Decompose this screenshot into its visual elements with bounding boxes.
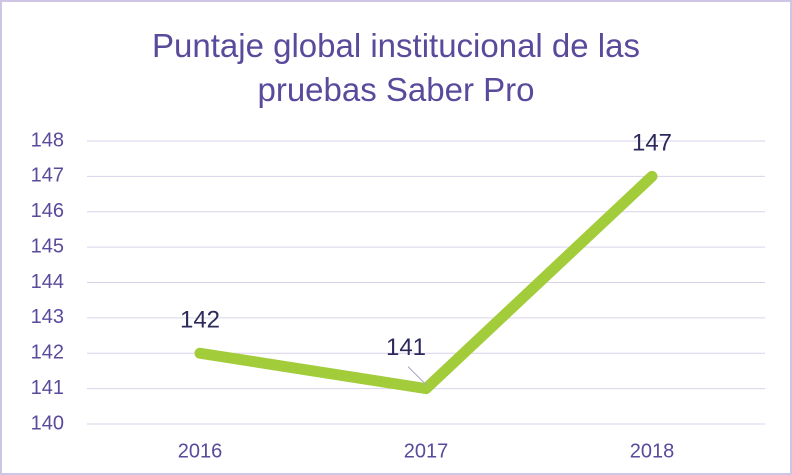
x-tick-label: 2017 — [404, 440, 449, 462]
y-tick-label: 146 — [31, 200, 64, 222]
y-tick-label: 147 — [31, 165, 64, 187]
y-tick-label: 145 — [31, 235, 64, 257]
data-label: 141 — [386, 334, 426, 361]
y-tick-label: 142 — [31, 342, 64, 364]
chart-title: Puntaje global institucional de las prue… — [152, 27, 640, 108]
y-tick-label: 140 — [31, 412, 64, 434]
leader-line — [407, 366, 427, 385]
data-label: 147 — [632, 130, 672, 157]
y-tick-label: 143 — [31, 306, 64, 328]
data-line — [194, 170, 658, 395]
x-tick-label: 2018 — [630, 440, 675, 462]
y-tick-label: 148 — [31, 129, 64, 151]
data-label: 142 — [180, 307, 220, 334]
y-tick-label: 144 — [31, 271, 64, 293]
x-tick-label: 2016 — [178, 440, 223, 462]
y-tick-label: 141 — [31, 377, 64, 399]
